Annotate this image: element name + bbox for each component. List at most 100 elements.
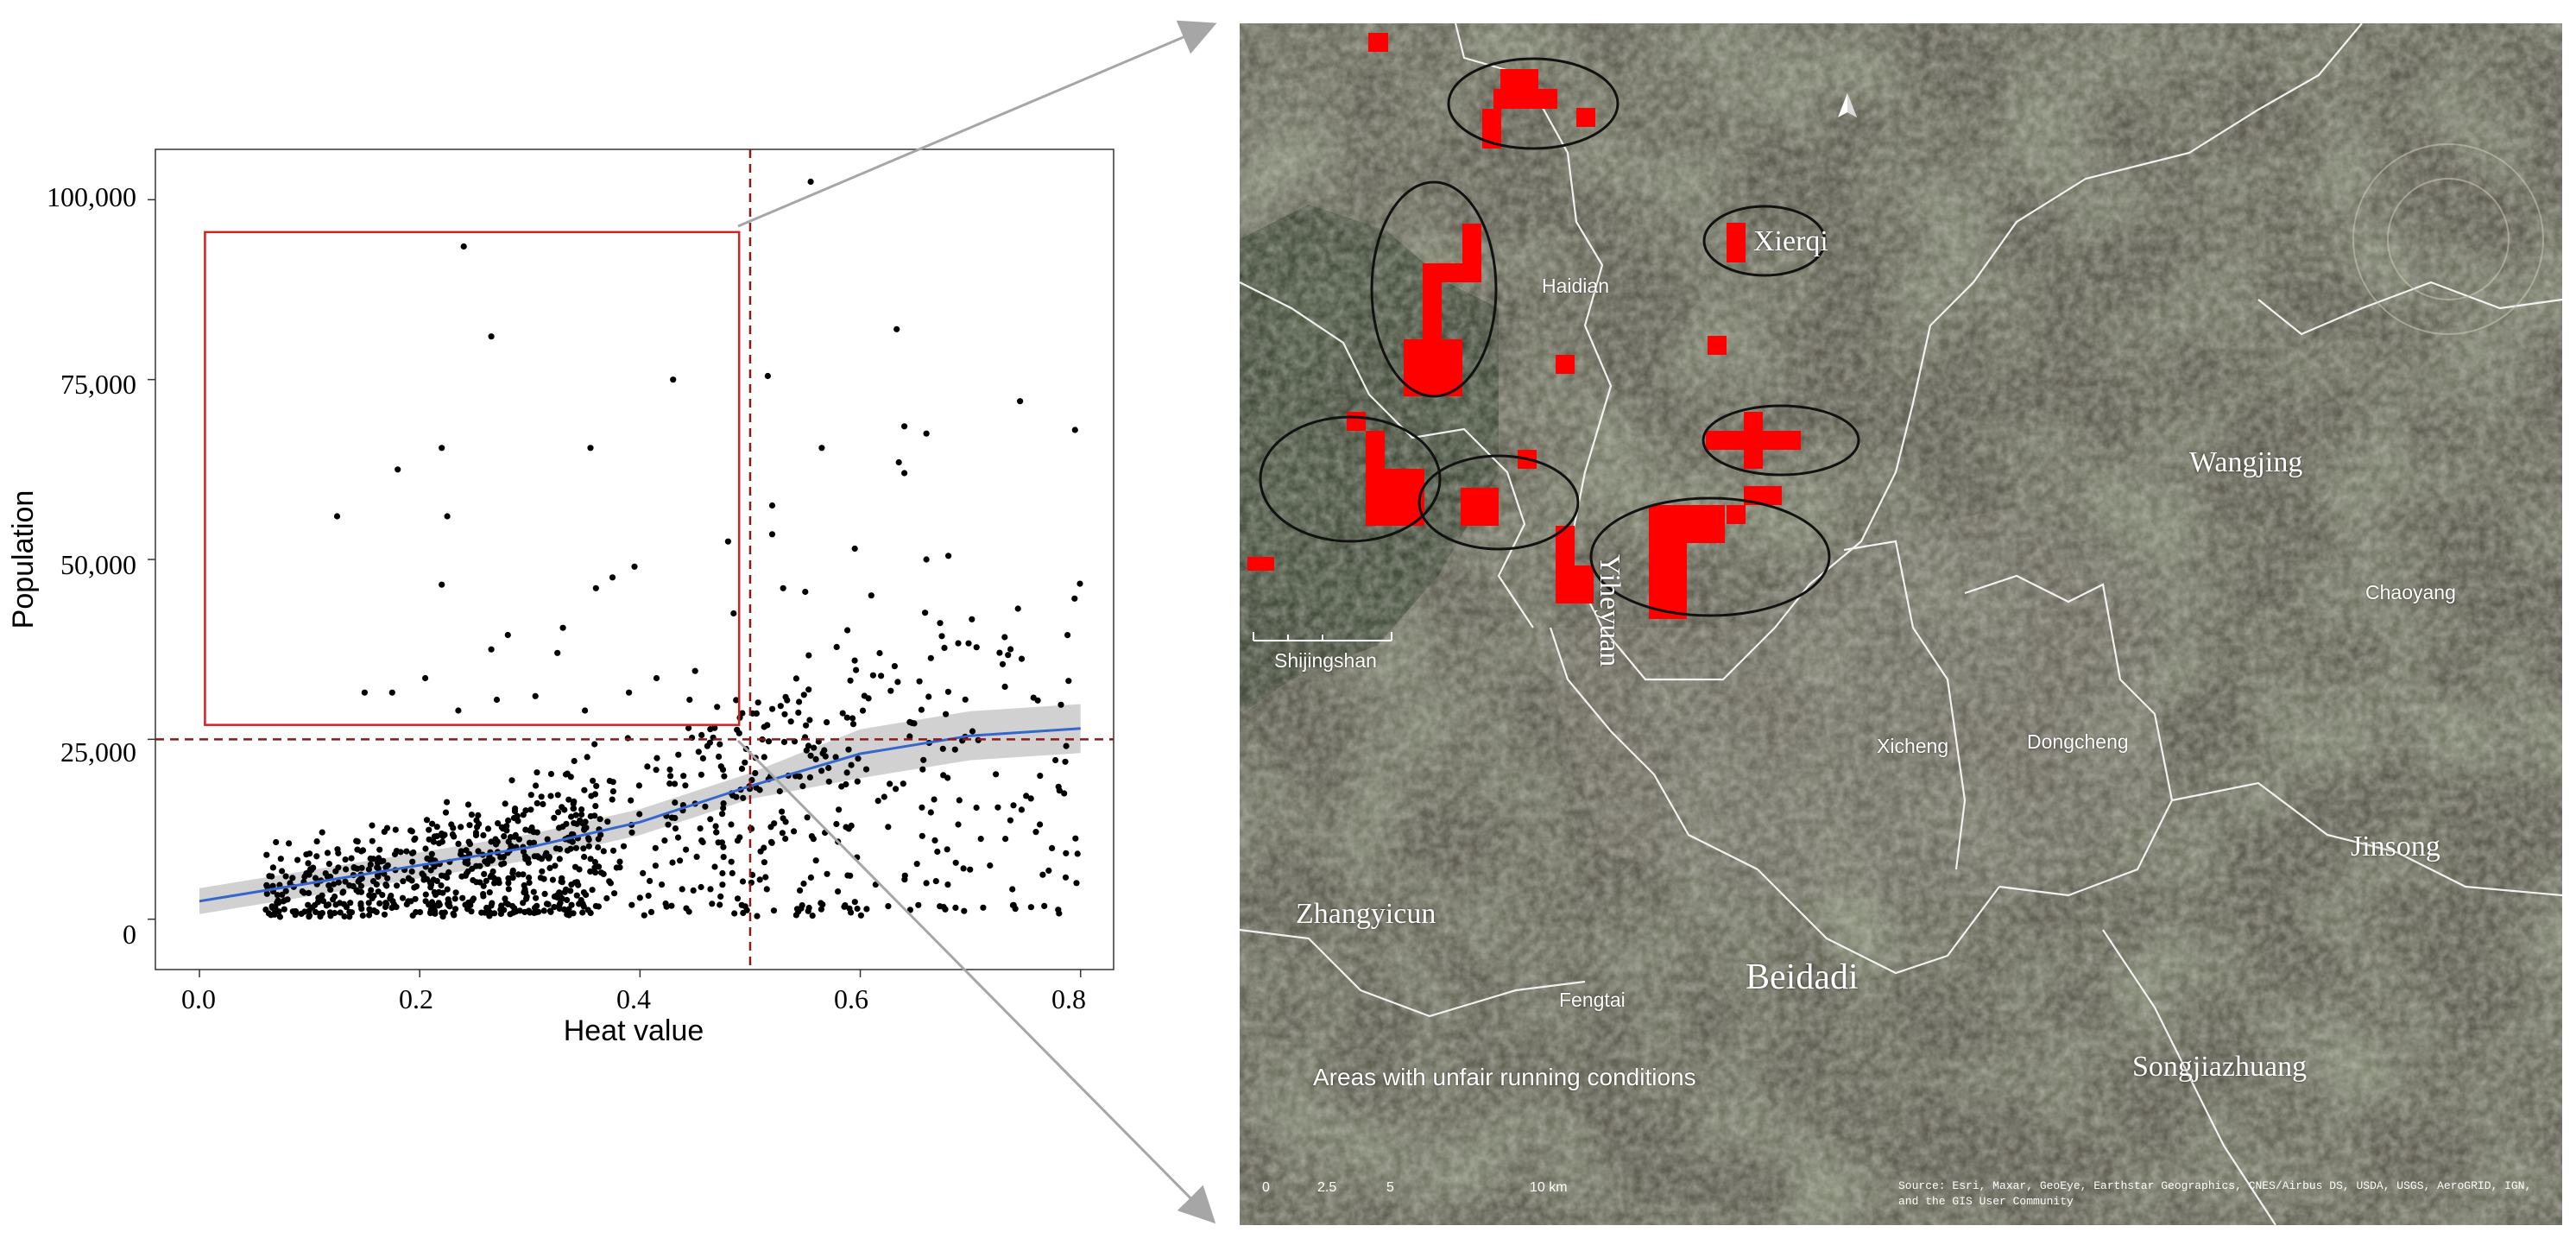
data-point (554, 649, 561, 656)
data-point (432, 891, 439, 898)
data-point (356, 876, 363, 883)
data-point (568, 813, 575, 820)
data-point (439, 581, 445, 588)
data-point (719, 811, 726, 818)
data-point (287, 880, 294, 887)
data-point (350, 864, 357, 871)
data-point (1063, 742, 1070, 749)
data-point (289, 875, 296, 881)
data-point (388, 892, 395, 900)
data-point (587, 812, 594, 820)
data-point (413, 908, 420, 916)
data-point (685, 724, 692, 731)
data-point (768, 531, 776, 538)
data-point (717, 741, 723, 748)
data-point (505, 880, 512, 887)
data-point (439, 909, 445, 916)
data-point (473, 879, 480, 886)
data-point (672, 814, 679, 822)
data-point (559, 823, 566, 831)
data-point (571, 819, 578, 826)
data-point (1007, 646, 1014, 653)
data-point (343, 866, 350, 873)
data-point (458, 873, 465, 880)
data-point (438, 882, 445, 889)
data-point (393, 904, 400, 911)
x-tick-label: 0.8 (1051, 983, 1086, 1014)
data-point (1072, 835, 1079, 842)
data-point (731, 910, 738, 917)
data-point (530, 888, 537, 895)
data-point (973, 644, 980, 651)
data-point (342, 856, 349, 863)
data-point (848, 761, 855, 768)
data-point (836, 806, 843, 813)
data-point (584, 907, 591, 913)
data-point (644, 763, 651, 770)
data-point (265, 910, 272, 917)
data-point (498, 902, 505, 909)
data-point (767, 838, 775, 845)
data-point (593, 782, 600, 790)
data-point (680, 773, 687, 780)
data-point (526, 879, 533, 886)
data-point (556, 905, 563, 912)
data-point (901, 872, 908, 879)
data-point (765, 738, 773, 745)
data-point (430, 876, 437, 883)
data-point (839, 710, 846, 717)
data-point (641, 912, 647, 919)
data-point (800, 880, 807, 888)
data-point (389, 898, 396, 905)
data-point (900, 780, 906, 787)
data-point (547, 793, 554, 799)
data-point (764, 372, 772, 380)
data-point (923, 880, 930, 887)
data-point (716, 753, 723, 761)
data-point (583, 891, 590, 899)
data-point (653, 767, 660, 774)
data-point (994, 804, 1001, 811)
data-point (944, 688, 951, 695)
data-point (742, 745, 749, 753)
y-tick-label: 75,000 (60, 369, 136, 400)
data-point (380, 857, 387, 864)
data-point (540, 907, 547, 914)
data-point (677, 857, 684, 864)
data-point (538, 793, 545, 800)
data-point (445, 900, 451, 907)
data-point (306, 889, 313, 896)
data-point (1074, 850, 1081, 857)
data-point (547, 770, 555, 778)
data-point (682, 782, 689, 789)
data-point (645, 892, 652, 900)
unfair-areas-layer (1347, 33, 1801, 619)
data-point (369, 837, 376, 844)
data-point (920, 756, 927, 763)
data-point (319, 829, 325, 836)
data-point (570, 800, 577, 807)
data-point (542, 852, 549, 859)
data-point (395, 466, 401, 473)
data-point (426, 826, 432, 833)
data-point (460, 243, 467, 250)
data-point (952, 859, 959, 866)
data-point (885, 824, 892, 831)
data-point (514, 812, 521, 819)
data-point (1045, 867, 1052, 875)
data-point (505, 875, 512, 882)
data-point (359, 912, 366, 919)
data-point (818, 445, 825, 452)
data-point (493, 841, 500, 848)
data-point (824, 719, 830, 726)
data-point (578, 900, 585, 907)
data-point (606, 878, 613, 885)
data-point (937, 903, 944, 910)
data-point (770, 907, 778, 914)
data-point (1062, 874, 1070, 881)
data-point (358, 906, 365, 913)
data-point (806, 774, 814, 781)
data-point (683, 846, 690, 853)
data-point (592, 902, 599, 910)
data-point (635, 782, 643, 789)
